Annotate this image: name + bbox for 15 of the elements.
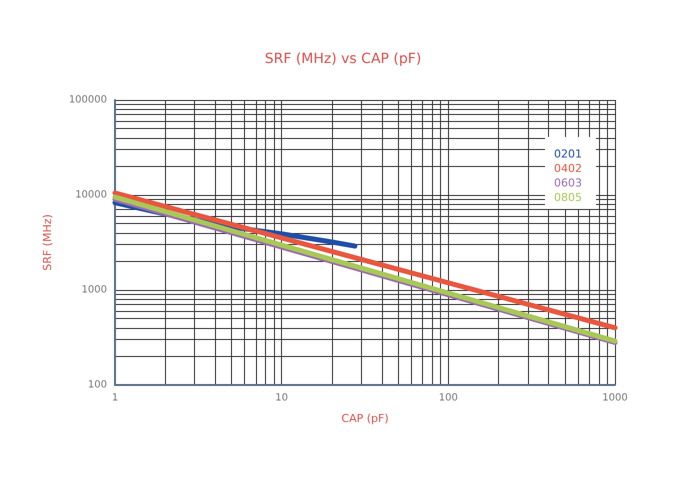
- x-tick-label: 1: [112, 392, 118, 404]
- y-axis-title: SRF (MHz): [41, 214, 54, 271]
- x-tick-label: 10: [275, 392, 288, 404]
- text: 0201: [554, 148, 582, 160]
- y-tick-label: 10000: [75, 190, 107, 200]
- text: 0402: [554, 162, 582, 175]
- y-tick-label: 100000: [68, 94, 107, 106]
- chart-title: SRF (MHz) vs CAP (pF): [264, 51, 422, 67]
- text: 0603: [554, 176, 582, 190]
- y-tick-label: 1000: [82, 284, 107, 296]
- x-tick-label: 100: [438, 392, 458, 404]
- y-tick-label: 100: [88, 380, 107, 390]
- text: 0805: [554, 191, 582, 204]
- x-tick-label: 1000: [602, 392, 628, 404]
- x-axis-title: CAP (pF): [341, 412, 389, 425]
